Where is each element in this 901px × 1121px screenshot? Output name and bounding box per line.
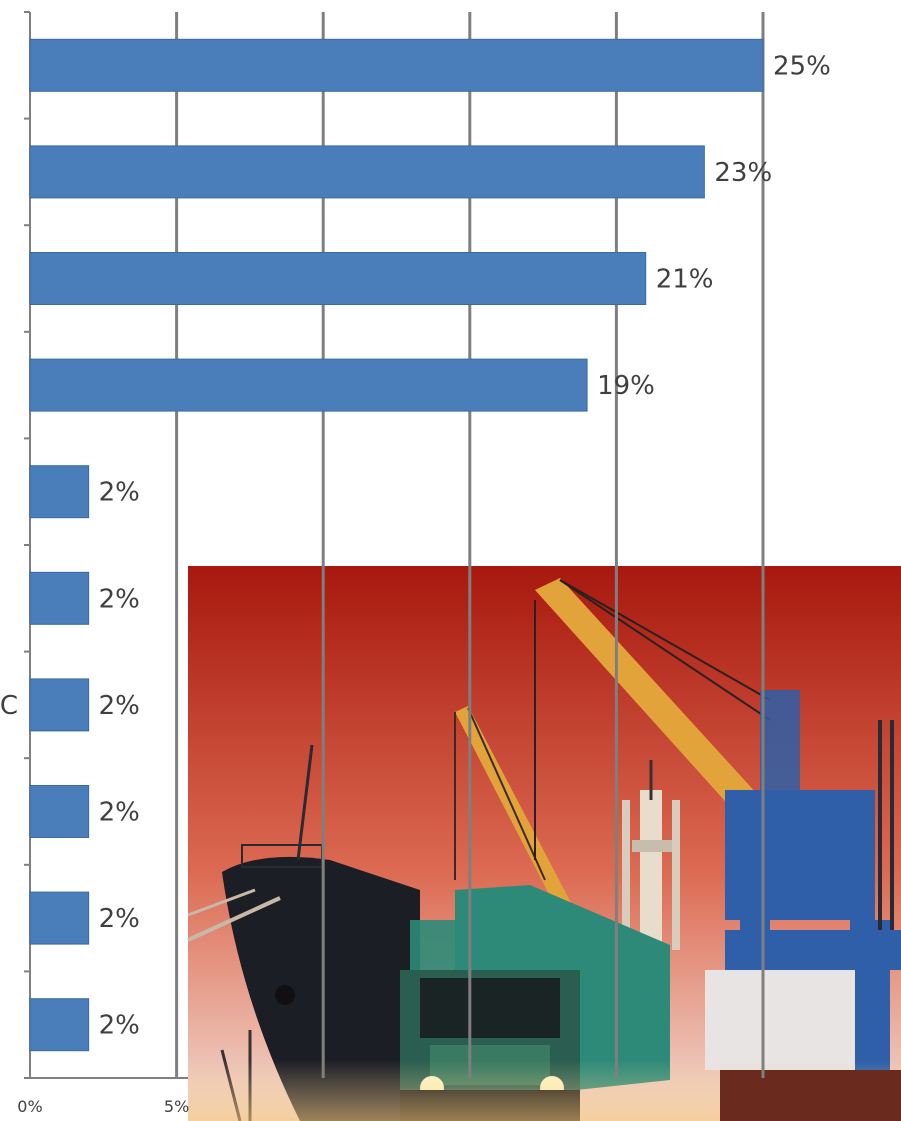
x-tick-label-0: 0%	[17, 1097, 42, 1116]
warehouse-building	[705, 970, 855, 1070]
data-label-1: 23%	[714, 158, 772, 188]
data-label-6: 2%	[99, 691, 140, 721]
bar-6	[29, 678, 90, 732]
bar-3	[29, 358, 588, 412]
data-label-0: 25%	[773, 51, 831, 81]
category-label-6: C	[0, 691, 18, 721]
data-label-9: 2%	[99, 1011, 140, 1041]
data-label-7: 2%	[99, 798, 140, 828]
bar-9	[29, 998, 90, 1052]
x-tick-label-1: 5%	[164, 1097, 189, 1116]
cargo-stack	[720, 1070, 901, 1121]
bar-8	[29, 891, 90, 945]
data-label-8: 2%	[99, 904, 140, 934]
bar-5	[29, 571, 90, 625]
bar-0	[29, 38, 764, 92]
data-labels: 25% 23% 21% 19% 2% 2% 2% 2% 2% 2%	[99, 51, 831, 1040]
bar-7	[29, 785, 90, 838]
ship-hull-icon	[187, 744, 420, 1121]
data-label-2: 21%	[656, 265, 714, 295]
ship-mast-icon	[622, 760, 680, 970]
data-label-5: 2%	[99, 584, 140, 614]
port-scene-photo	[187, 566, 901, 1121]
category-labels: C	[0, 691, 18, 721]
data-label-4: 2%	[99, 478, 140, 508]
bars	[29, 38, 764, 1052]
data-label-3: 19%	[597, 371, 655, 401]
yellow-crane-icon	[454, 706, 580, 925]
bar-4	[29, 465, 90, 519]
x-tick-labels: 0% 5%	[17, 1097, 189, 1116]
bar-2	[29, 252, 647, 305]
bar-1	[29, 145, 705, 199]
